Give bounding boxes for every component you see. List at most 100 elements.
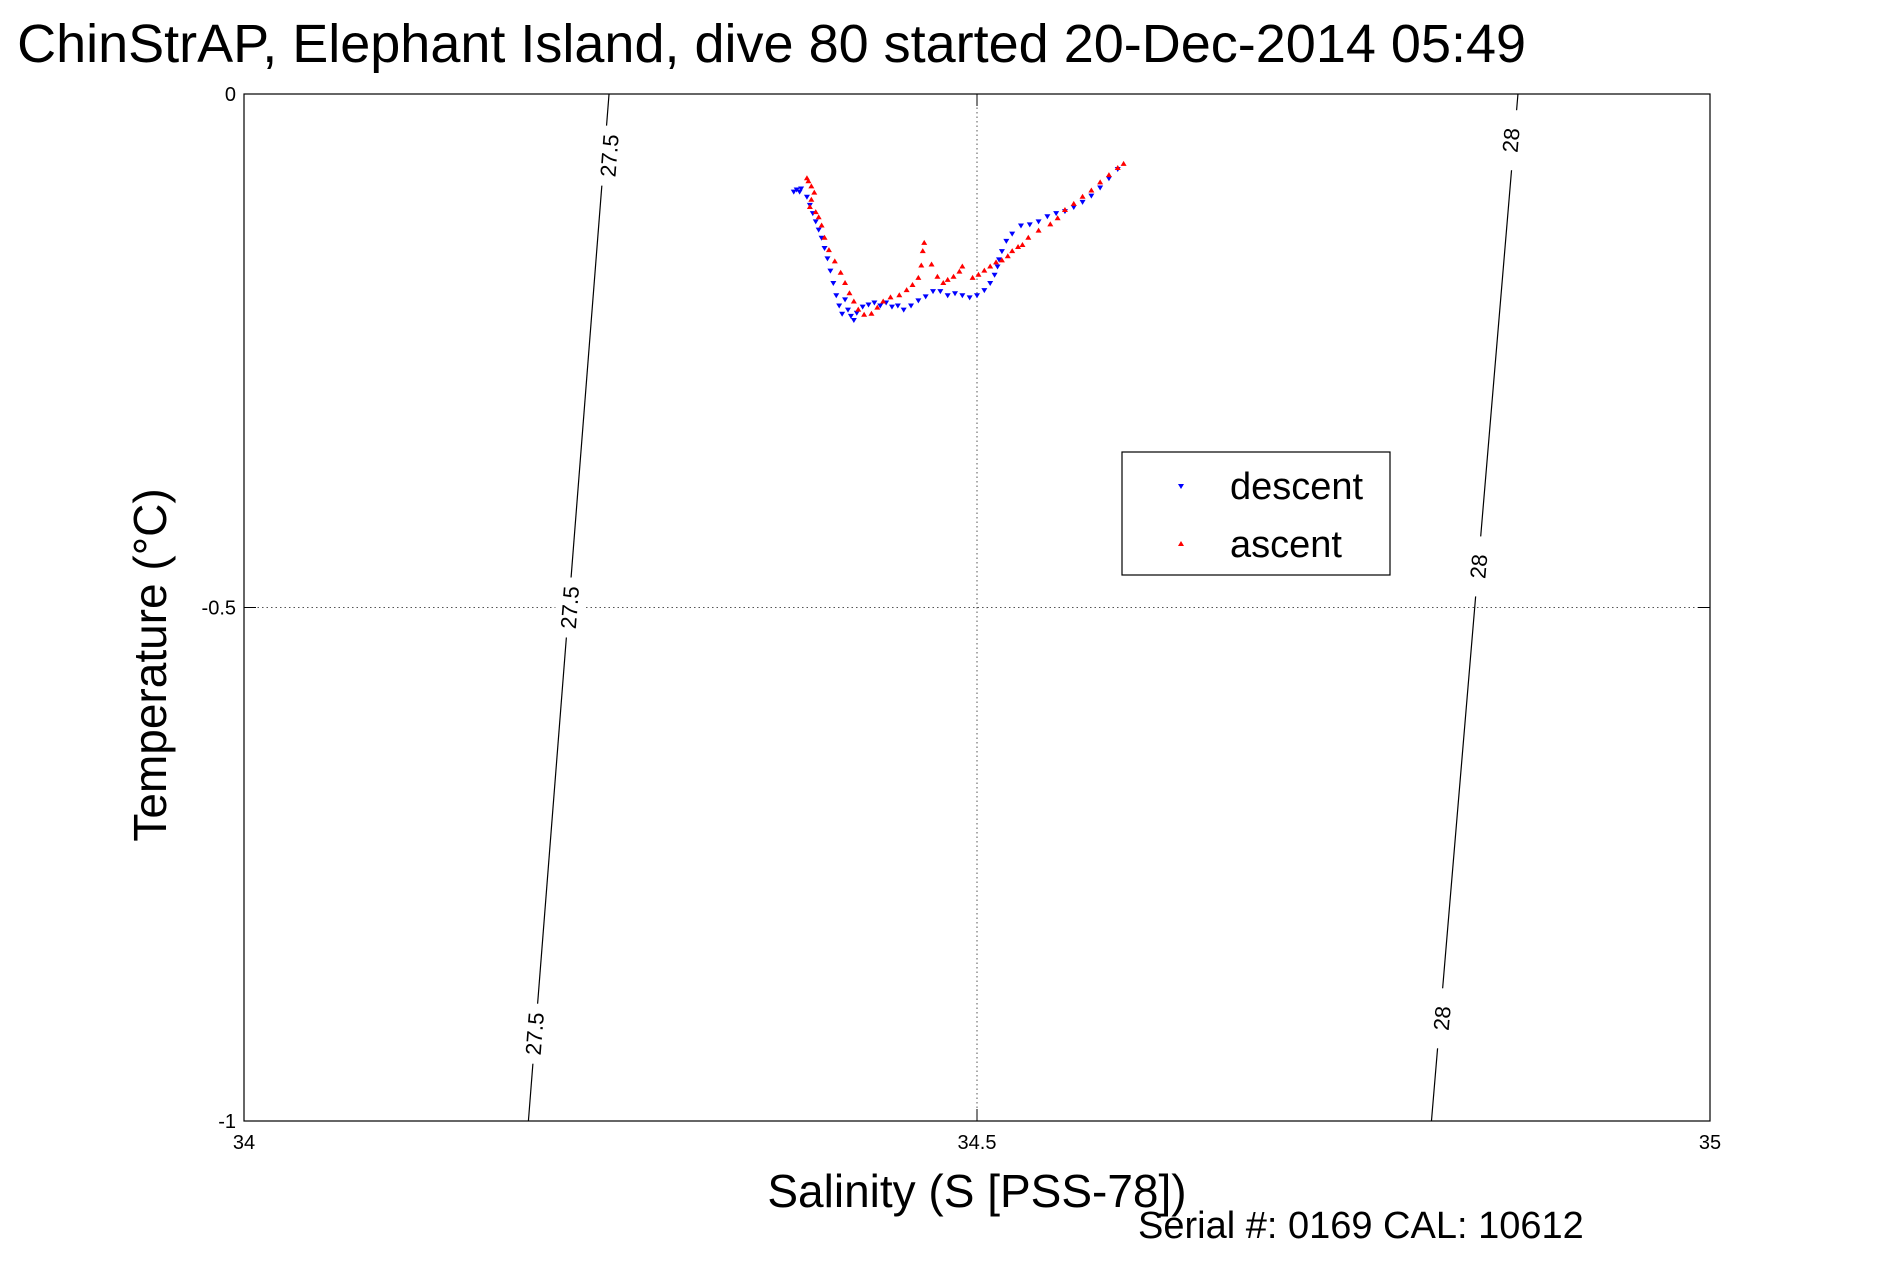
ascent-point xyxy=(1015,244,1022,250)
contour-label-background xyxy=(1496,110,1525,171)
legend-box xyxy=(1121,451,1391,576)
ascent-point xyxy=(842,279,849,285)
ascent-point xyxy=(919,248,926,254)
contour-label: 28 xyxy=(1429,1005,1456,1031)
contour-label: 27.5 xyxy=(521,1011,549,1056)
ascent-point xyxy=(850,298,857,304)
y-tick-label: 0 xyxy=(225,84,236,106)
descent-point xyxy=(930,289,937,295)
ascent-point xyxy=(969,274,976,280)
ascent-point xyxy=(874,304,881,310)
ascent-point xyxy=(1004,253,1011,259)
descent-point xyxy=(1003,238,1010,244)
ascent-point xyxy=(868,310,875,316)
descent-point xyxy=(1070,204,1077,210)
descent-point xyxy=(1097,185,1104,191)
ascent-point xyxy=(903,287,910,293)
descent-point xyxy=(987,280,994,286)
descent-point xyxy=(850,317,857,323)
legend-label-ascent: ascent xyxy=(1230,524,1342,566)
ascent-point xyxy=(928,261,935,267)
ascent-point xyxy=(805,178,812,184)
density-contours: 27.5 27.5 27.5 28 28 28 xyxy=(520,93,1525,1122)
descent-point xyxy=(790,189,797,195)
density-contour-line xyxy=(1430,93,1519,1122)
descent-point xyxy=(827,268,834,274)
ascent-point xyxy=(1070,200,1077,206)
ascent-point xyxy=(825,247,832,253)
chart-title: SG539 ChinStrAP, Elephant Island, dive 8… xyxy=(0,14,1526,74)
ascent-point xyxy=(812,209,819,215)
ascent-point xyxy=(1097,179,1104,185)
ascent-point xyxy=(1114,164,1121,170)
ascent-point xyxy=(1025,234,1032,240)
contour-label-background xyxy=(595,125,624,186)
x-tick-label: 34 xyxy=(233,1132,255,1154)
descent-point xyxy=(937,289,944,295)
ascent-point xyxy=(981,267,988,273)
descent-point xyxy=(974,293,980,299)
ascent-point xyxy=(1047,221,1054,227)
contour-label-background xyxy=(520,1003,549,1064)
descent-point xyxy=(803,194,810,200)
descent-point xyxy=(853,310,860,316)
ascent-point xyxy=(993,259,1000,265)
y-axis-label: Temperature (°C) xyxy=(124,488,176,841)
ascent-point xyxy=(896,292,903,298)
descent-point xyxy=(952,291,959,297)
ascent-point xyxy=(815,214,822,220)
descent-point xyxy=(966,295,973,301)
x-tick-label: 34.5 xyxy=(958,1132,997,1154)
ascent-point xyxy=(975,271,982,277)
ascent-point xyxy=(1120,160,1127,166)
legend-marker-descent xyxy=(1178,484,1184,489)
legend-label-descent: descent xyxy=(1230,466,1364,508)
ascent-point xyxy=(1088,187,1095,193)
contour-label-background xyxy=(1427,988,1456,1049)
legend: descent ascent xyxy=(1121,451,1391,576)
descent-point xyxy=(836,303,843,309)
descent-point xyxy=(833,293,840,299)
ascent-point xyxy=(934,273,941,279)
descent-point xyxy=(900,307,907,313)
contour-label: 27.5 xyxy=(556,585,584,630)
ascent-point xyxy=(831,258,838,264)
descent-point xyxy=(815,227,822,233)
ascent-point xyxy=(1079,193,1086,199)
x-tick-label: 35 xyxy=(1699,1132,1721,1154)
contour-label-background xyxy=(555,577,584,638)
descent-point xyxy=(944,293,951,299)
legend-marker-ascent xyxy=(1178,541,1184,546)
descent-point xyxy=(1009,231,1016,237)
descent-point xyxy=(1053,211,1060,217)
descent-point xyxy=(842,297,849,303)
descent-point xyxy=(798,186,805,192)
descent-point xyxy=(981,288,988,294)
descent-point xyxy=(959,293,966,299)
ascent-point xyxy=(959,263,966,269)
descent-point xyxy=(1017,223,1024,229)
descent-point xyxy=(1044,214,1051,220)
descent-point xyxy=(922,294,929,300)
ascent-point xyxy=(940,279,947,285)
contour-label: 27.5 xyxy=(595,133,623,178)
y-tick-label: -1 xyxy=(218,1111,236,1133)
descent-point xyxy=(894,303,901,309)
ascent-point xyxy=(987,263,994,269)
descent-point xyxy=(865,302,872,308)
descent-point xyxy=(888,304,895,310)
descent-point xyxy=(859,304,866,310)
axis-ticks: 34 34.5 35 0 -0.5 -1 xyxy=(202,84,1722,1154)
ascent-point xyxy=(998,257,1005,263)
descent-point xyxy=(1105,176,1112,182)
ascent-point xyxy=(837,269,844,275)
descent-point xyxy=(1035,219,1042,225)
descent-point xyxy=(1088,193,1095,199)
descent-point xyxy=(994,264,1001,270)
ascent-point xyxy=(918,262,925,268)
ascent-point xyxy=(821,234,828,240)
descent-point xyxy=(818,235,825,241)
descent-point xyxy=(1079,199,1086,205)
descent-point xyxy=(908,303,915,309)
